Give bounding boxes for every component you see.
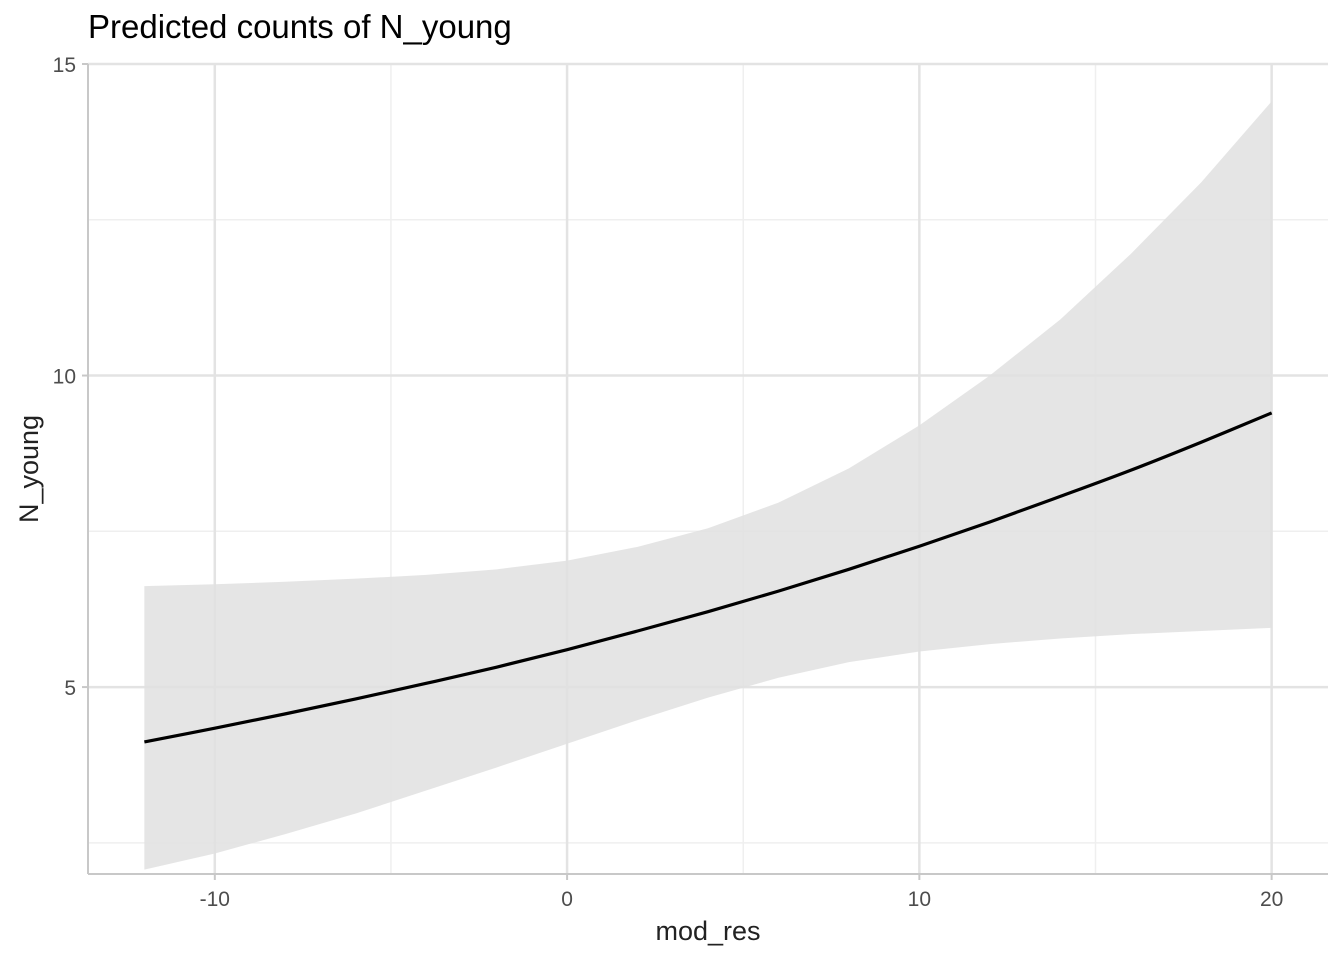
x-tick-label: 10 <box>908 888 931 911</box>
y-tick-label: 5 <box>64 677 76 700</box>
y-tick-label: 15 <box>53 54 76 77</box>
prediction-line <box>144 411 1273 744</box>
x-tick-label: -10 <box>200 888 230 911</box>
x-tick-label: 20 <box>1260 888 1283 911</box>
x-axis-title: mod_res <box>655 916 760 946</box>
x-axis-ticks: -10 0 10 20 <box>200 874 1283 911</box>
x-tick-label: 0 <box>561 888 573 911</box>
y-tick-label: 10 <box>53 366 76 389</box>
y-axis-title: N_young <box>14 415 44 523</box>
chart-title: Predicted counts of N_young <box>88 8 512 45</box>
y-axis-ticks: 5 10 15 <box>53 54 88 700</box>
confidence-ribbon <box>144 101 1272 870</box>
